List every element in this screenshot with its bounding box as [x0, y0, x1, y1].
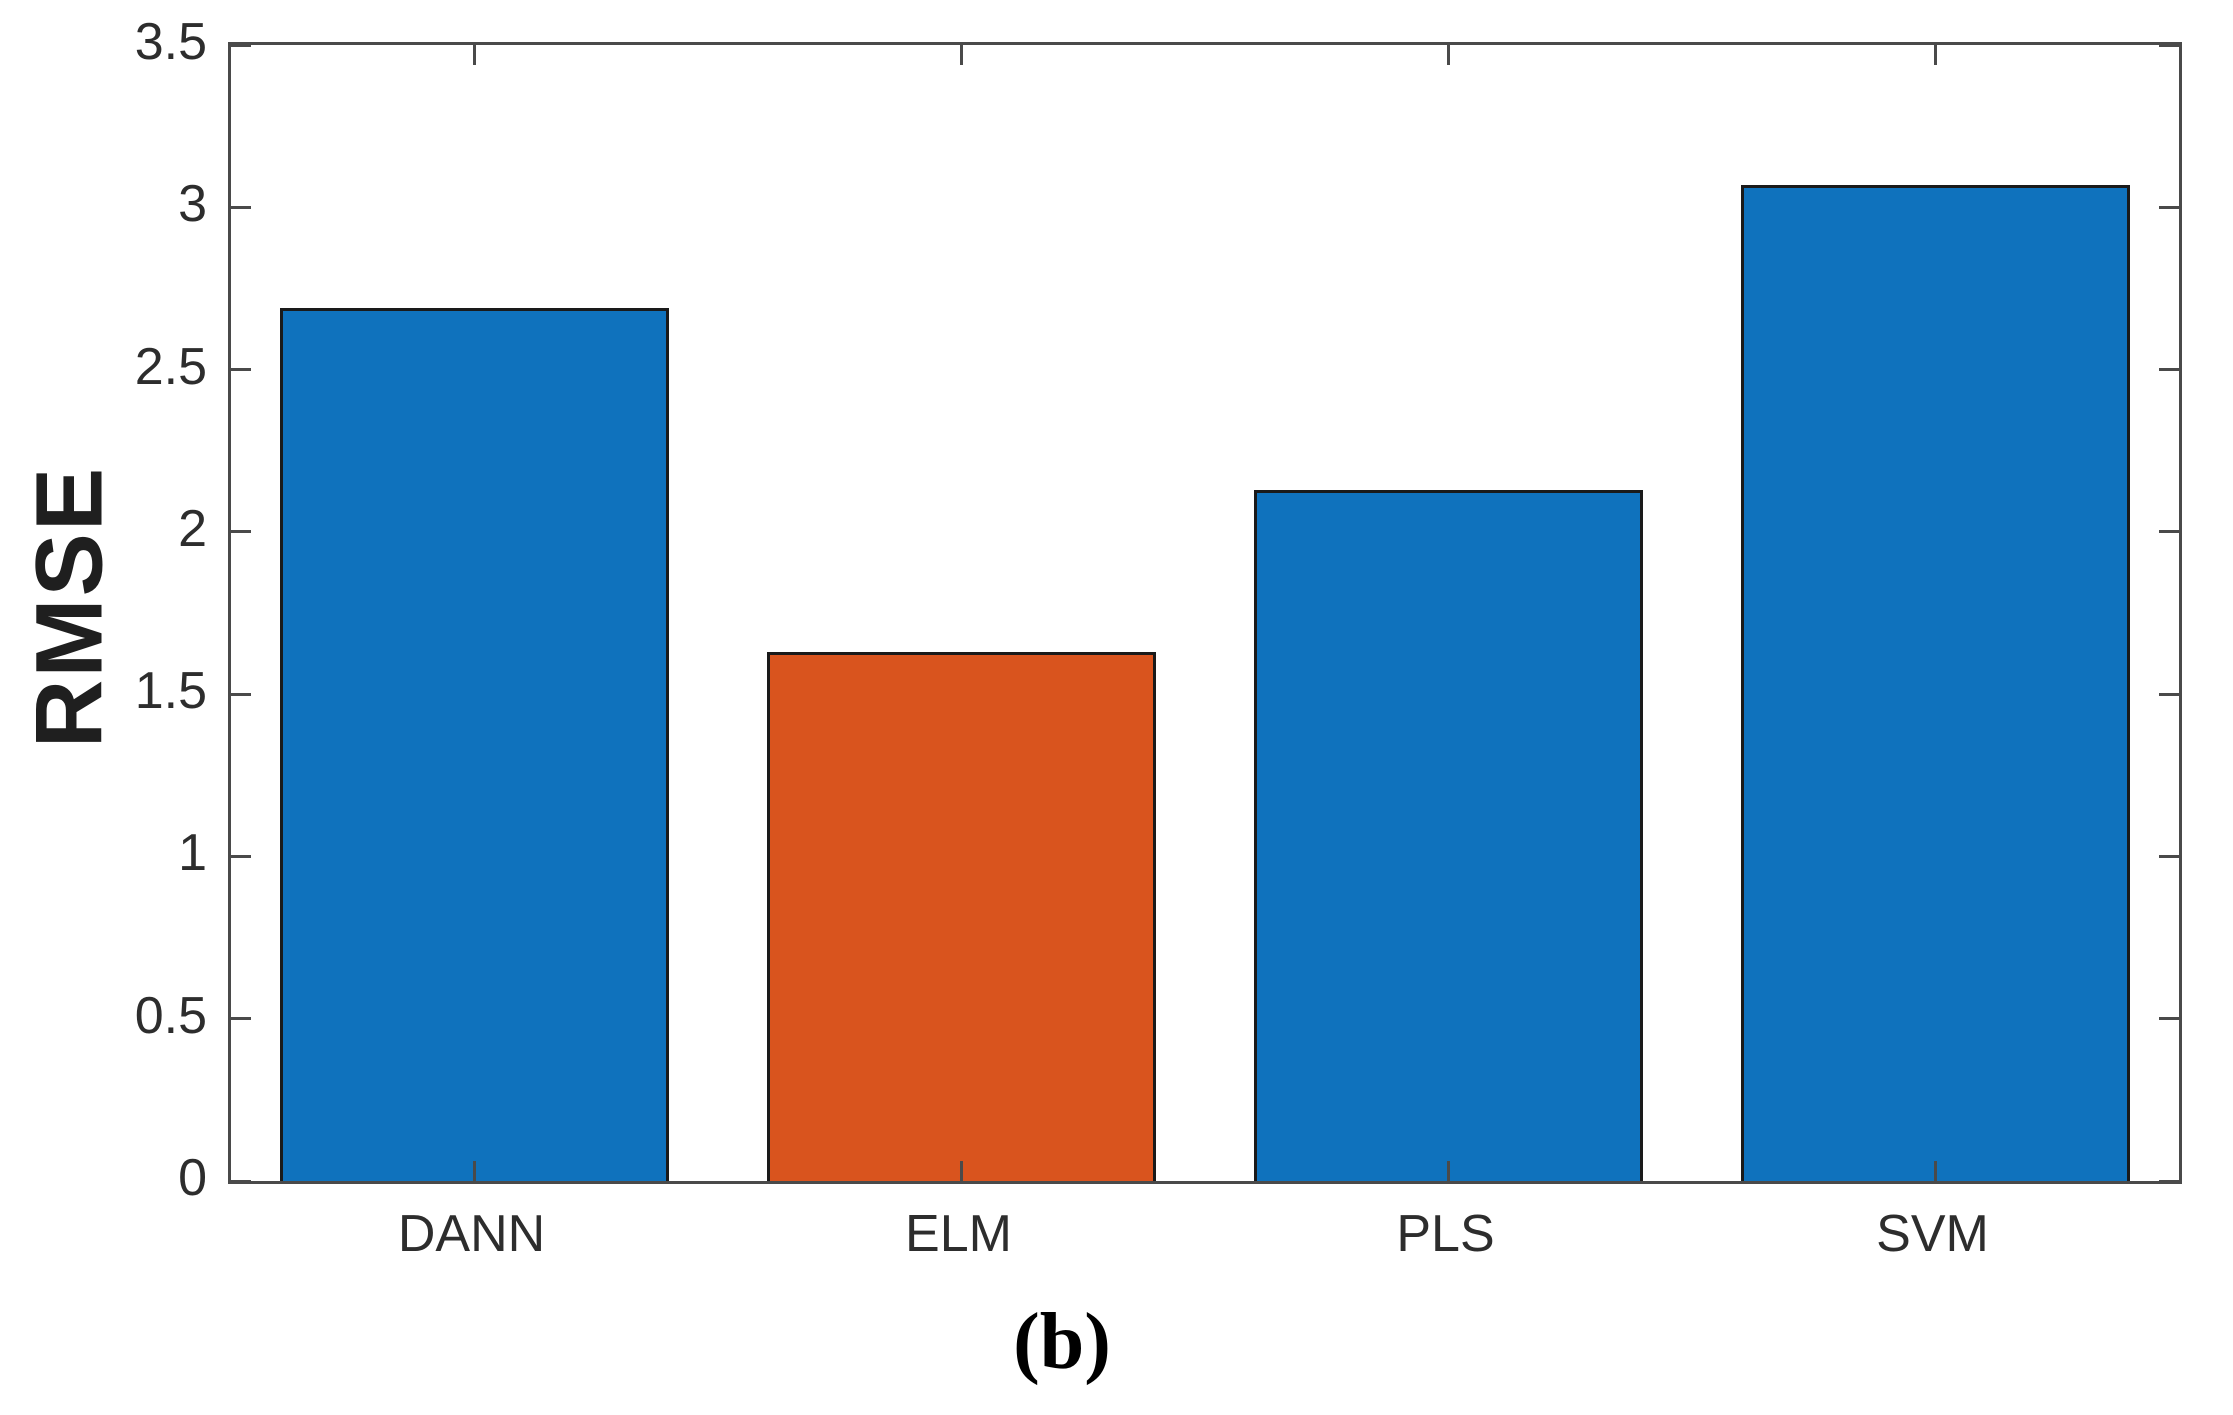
y-tick-label: 1 — [178, 824, 207, 883]
y-tick-mark-left — [231, 1179, 251, 1183]
y-tick-mark-right — [2159, 530, 2179, 534]
bar-svm — [1740, 184, 2131, 1181]
x-tick-mark-top — [1934, 45, 1937, 65]
y-tick-mark-right — [2159, 854, 2179, 858]
x-tick-label: PLS — [1396, 1205, 1495, 1263]
y-tick-label: 2 — [178, 499, 207, 558]
y-tick-mark-right — [2159, 43, 2179, 47]
x-tick-label: SVM — [1876, 1205, 1989, 1263]
y-tick-label: 0 — [178, 1149, 207, 1207]
y-tick-mark-right — [2159, 368, 2179, 372]
bar-elm — [766, 651, 1157, 1181]
y-tick-mark-right — [2159, 205, 2179, 209]
y-tick-mark-right — [2159, 692, 2179, 696]
x-tick-label: DANN — [397, 1205, 546, 1263]
y-tick-label: 3 — [178, 175, 207, 234]
bar-dann — [279, 307, 670, 1181]
x-tick-mark-bottom — [1934, 1161, 1937, 1181]
x-tick-mark-top — [960, 45, 963, 65]
y-tick-mark-left — [231, 1017, 251, 1021]
y-tick-label: 1.5 — [134, 662, 207, 721]
x-tick-mark-top — [1447, 45, 1450, 65]
x-tick-label: ELM — [905, 1205, 1012, 1263]
y-tick-mark-left — [231, 854, 251, 858]
y-tick-label: 2.5 — [134, 337, 207, 396]
y-tick-mark-left — [231, 530, 251, 534]
y-tick-mark-left — [231, 43, 251, 47]
x-tick-mark-bottom — [1447, 1161, 1450, 1181]
y-tick-mark-left — [231, 692, 251, 696]
y-tick-mark-right — [2159, 1017, 2179, 1021]
x-tick-mark-bottom — [960, 1161, 963, 1181]
x-tick-mark-bottom — [473, 1161, 476, 1181]
y-tick-label: 0.5 — [134, 986, 207, 1045]
x-tick-mark-top — [473, 45, 476, 65]
y-tick-mark-left — [231, 368, 251, 372]
y-tick-mark-left — [231, 205, 251, 209]
y-tick-label: 3.5 — [134, 13, 207, 71]
plot-area — [228, 42, 2182, 1184]
figure-caption: (b) — [1013, 1298, 1111, 1386]
y-tick-mark-right — [2159, 1179, 2179, 1183]
bar-pls — [1253, 489, 1644, 1181]
